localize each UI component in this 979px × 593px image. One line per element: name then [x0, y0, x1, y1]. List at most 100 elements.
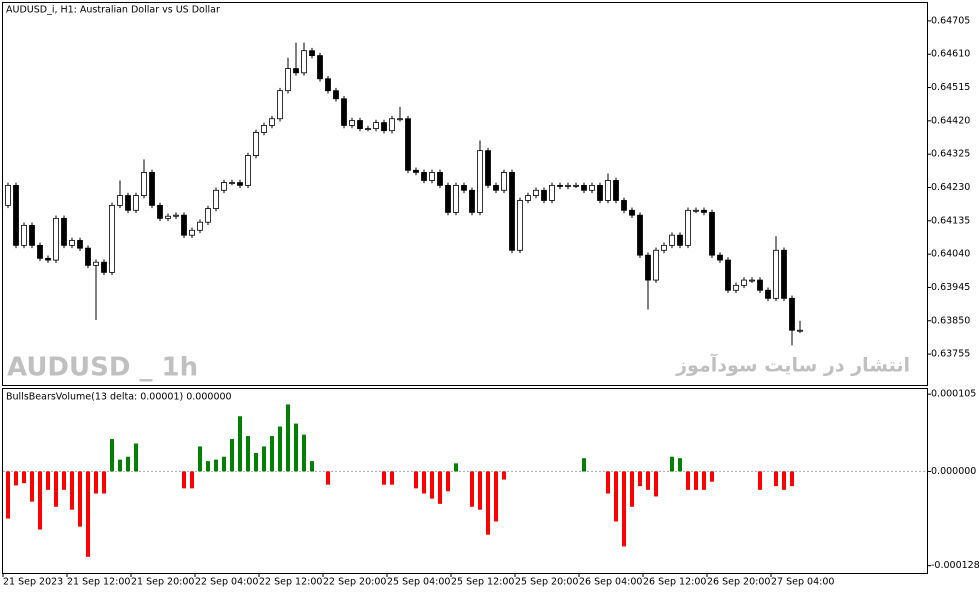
y-tick-label: 0.64515 [931, 82, 970, 93]
candle-body [477, 150, 483, 213]
histogram-bar [774, 471, 778, 487]
candle-body [565, 184, 571, 187]
candle-body [685, 209, 691, 246]
candle-body [245, 155, 251, 186]
histogram-bar [486, 471, 490, 535]
histogram-bar [686, 471, 690, 490]
candle-body [173, 214, 179, 217]
histogram-bar [254, 453, 258, 472]
candle-body [373, 122, 379, 129]
candle-body [221, 182, 227, 191]
candle-body [541, 189, 547, 201]
candle-body [421, 172, 427, 181]
candle-body [253, 132, 259, 156]
candle-body [493, 184, 499, 191]
candle-body [637, 214, 643, 256]
histogram-bar [118, 459, 122, 472]
candle-body [789, 297, 795, 331]
candle-body [341, 98, 347, 126]
histogram-bar [694, 471, 698, 490]
annotation: انتشار در سایت سودآموز [675, 353, 910, 377]
histogram-bar [454, 463, 458, 472]
candle-body [229, 182, 235, 184]
histogram-bar [286, 404, 290, 472]
candle-body [157, 204, 163, 219]
candle-body [669, 234, 675, 246]
candle-body [605, 180, 611, 201]
candle-body [613, 180, 619, 201]
candle-body [445, 184, 451, 213]
histogram-bar [134, 443, 138, 472]
candle-body [557, 184, 563, 187]
candle-body [701, 209, 707, 213]
candle-body [389, 118, 395, 132]
candle-body [429, 172, 435, 181]
histogram-bar [14, 471, 18, 486]
candle-body [661, 244, 667, 251]
x-tick-label: 25 Sep 04:00 [387, 577, 450, 588]
candle-body [757, 279, 763, 291]
candle-body [309, 50, 315, 57]
x-tick-label: 26 Sep 12:00 [643, 577, 706, 588]
y-tick-label: 0.64230 [931, 182, 970, 193]
histogram-bar [390, 471, 394, 485]
candle-body [533, 189, 539, 196]
candle-body [709, 211, 715, 256]
candle-body [525, 195, 531, 201]
candle-body [453, 184, 459, 213]
candle-body [573, 184, 579, 187]
histogram-bar [622, 471, 626, 547]
candle-body [333, 90, 339, 100]
y-tick-label: 0.64420 [931, 115, 970, 126]
candle-body [733, 284, 739, 291]
histogram-bar [262, 446, 266, 472]
histogram-bar [326, 471, 330, 485]
x-tick-label: 22 Sep 04:00 [195, 577, 258, 588]
histogram-bar [22, 471, 26, 484]
candle-body [397, 118, 403, 121]
x-tick-label: 21 Sep 2023 [3, 577, 63, 588]
histogram-bar [30, 471, 34, 502]
histogram-bar [126, 456, 130, 472]
y-tick-label: 0.64040 [931, 249, 970, 260]
candle-body [645, 254, 651, 281]
candle-body [205, 208, 211, 223]
histogram-bar [646, 471, 650, 490]
candle-body [717, 254, 723, 261]
histogram-bar [102, 471, 106, 494]
candle-body [749, 279, 755, 282]
candle-body [357, 120, 363, 129]
histogram-bar [222, 456, 226, 472]
x-tick-label: 27 Sep 04:00 [771, 577, 834, 588]
candle-body [277, 90, 283, 120]
histogram-bar [438, 471, 442, 504]
histogram-bar [414, 471, 418, 489]
main-pane [2, 2, 928, 386]
histogram-bar [654, 471, 658, 497]
candle-body [469, 189, 475, 213]
candle-body [581, 184, 587, 191]
candle-body [509, 172, 515, 251]
histogram-bar [478, 471, 482, 510]
y-tick-label: 0.64705 [931, 15, 970, 26]
candle-body [237, 182, 243, 186]
histogram-bar [606, 471, 610, 494]
candle-body [125, 195, 131, 211]
histogram-bar [670, 456, 674, 472]
histogram-bar [638, 471, 642, 487]
histogram-bar [78, 471, 82, 527]
candle-body [101, 261, 107, 273]
candle-body [797, 329, 803, 332]
candle-body [117, 195, 123, 206]
candle-body [781, 249, 787, 299]
candle-body [61, 217, 67, 246]
histogram-bar [446, 471, 450, 492]
candle-body [197, 221, 203, 231]
histogram-bar [238, 416, 242, 472]
histogram-bar [430, 471, 434, 499]
histogram-bar [582, 458, 586, 472]
candle-body [549, 184, 555, 201]
indicator-title: BullsBearsVolume(13 delta: 0.00001) 0.00… [6, 392, 232, 403]
candle-body [677, 234, 683, 246]
y-tick-label: 0.63945 [931, 282, 970, 293]
